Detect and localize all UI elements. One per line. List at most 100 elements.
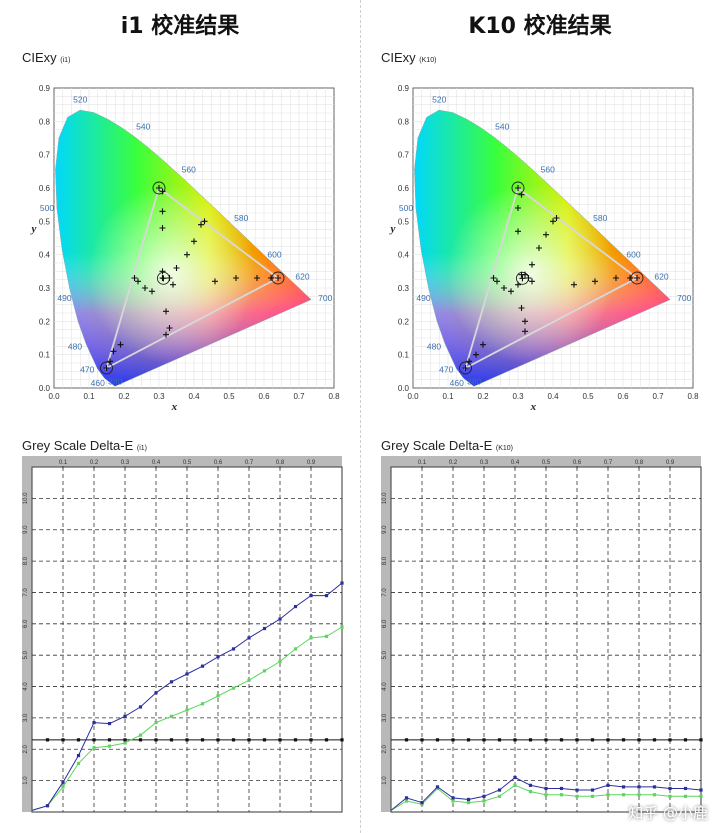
series-point-blue bbox=[92, 721, 96, 725]
y-tick-label: 0.9 bbox=[398, 84, 410, 93]
series-point-black bbox=[637, 738, 641, 742]
x-tick-label: 0.7 bbox=[293, 392, 305, 401]
series-point-blue bbox=[528, 783, 533, 787]
series-point-black bbox=[699, 738, 703, 742]
measurement-point bbox=[149, 288, 155, 295]
measurement-point bbox=[107, 358, 113, 365]
y-tick-label: 10.0 bbox=[382, 492, 388, 504]
wavelength-label: 560 bbox=[182, 165, 196, 175]
measurement-point bbox=[634, 275, 640, 281]
measurement-point bbox=[508, 288, 514, 295]
y-tick-label: 0.2 bbox=[398, 317, 410, 326]
wavelength-label: 520 bbox=[73, 95, 87, 105]
series-point-green bbox=[293, 647, 298, 651]
measurement-point bbox=[184, 251, 190, 258]
y-tick-label: 4.0 bbox=[382, 682, 388, 691]
y-tick-label: 6.0 bbox=[23, 619, 29, 628]
x-tick-label: 0.6 bbox=[214, 460, 223, 466]
series-point-blue bbox=[293, 604, 298, 609]
measurement-point bbox=[529, 278, 535, 285]
y-tick-label: 8.0 bbox=[382, 556, 388, 565]
series-point-blue bbox=[138, 705, 143, 709]
series-point-black bbox=[123, 738, 127, 742]
measurement-point bbox=[159, 188, 166, 195]
series-point-green bbox=[683, 794, 688, 798]
measurement-point bbox=[163, 308, 169, 315]
x-tick-label: 0.2 bbox=[477, 392, 489, 401]
measurement-point bbox=[543, 231, 549, 238]
measurement-point bbox=[522, 271, 528, 278]
x-tick-label: 0.6 bbox=[573, 460, 582, 466]
series-point-black bbox=[340, 738, 344, 742]
measurement-point bbox=[490, 275, 497, 281]
series-point-black bbox=[435, 738, 440, 742]
series-point-blue bbox=[340, 581, 344, 585]
series-point-green bbox=[513, 783, 517, 787]
series-point-green bbox=[169, 714, 174, 718]
series-point-black bbox=[590, 738, 595, 742]
series-point-blue bbox=[544, 786, 548, 791]
measurement-point bbox=[553, 215, 560, 221]
measurement-point bbox=[191, 238, 197, 245]
x-tick-label: 0.0 bbox=[48, 392, 60, 401]
series-point-black bbox=[420, 738, 424, 742]
y-tick-label: 0.7 bbox=[39, 151, 51, 160]
series-point-green bbox=[575, 794, 579, 798]
measurement-point bbox=[522, 328, 528, 335]
x-tick-label: 0.1 bbox=[83, 392, 95, 401]
measurement-point bbox=[110, 348, 117, 355]
series-point-blue bbox=[247, 636, 251, 640]
measurement-point bbox=[571, 281, 577, 288]
spectral-locus-edge bbox=[414, 109, 671, 387]
series-point-black bbox=[668, 738, 672, 742]
series-point-black bbox=[621, 738, 626, 742]
title-i1: i1 校准结果 bbox=[120, 14, 240, 39]
series-point-blue bbox=[451, 796, 455, 800]
wavelength-label: 470 bbox=[80, 365, 94, 375]
series-point-blue bbox=[606, 783, 610, 787]
y-tick-label: 4.0 bbox=[23, 682, 29, 691]
series-point-blue bbox=[278, 617, 282, 621]
grey-chart-k10: 0.1 0.2 0.3 0.4 0.5 0.6 0.7 0.8 0.9 1.0 2.0 3.0 4.0 5… bbox=[381, 456, 703, 813]
y-tick-label: 2.0 bbox=[23, 744, 29, 753]
series-point-black bbox=[92, 738, 96, 742]
series-point-green bbox=[231, 686, 236, 690]
y-tick-label: 0.4 bbox=[39, 251, 51, 260]
series-point-green bbox=[699, 794, 703, 798]
y-tick-label: 3.0 bbox=[382, 713, 388, 722]
y-tick-label: 0.8 bbox=[39, 117, 51, 126]
series-point-blue bbox=[169, 680, 174, 684]
series-point-black bbox=[61, 738, 65, 742]
series-point-green bbox=[497, 794, 502, 798]
measurement-point bbox=[515, 228, 521, 235]
series-point-blue bbox=[497, 788, 502, 792]
wavelength-label: 700 bbox=[318, 293, 332, 303]
measurement-point bbox=[254, 275, 260, 281]
series-point-black bbox=[451, 738, 455, 742]
x-tick-label: 0.2 bbox=[118, 392, 130, 401]
series-point-blue bbox=[76, 753, 81, 758]
measurement-point bbox=[473, 351, 479, 358]
series-point-black bbox=[652, 738, 657, 742]
wavelength-label: 600 bbox=[267, 250, 281, 260]
series-point-blue bbox=[482, 794, 486, 798]
series-point-blue bbox=[590, 788, 595, 792]
measurement-point bbox=[627, 275, 633, 281]
measurement-point bbox=[550, 218, 556, 225]
series-point-green bbox=[652, 793, 657, 797]
y-tick-label: 0.0 bbox=[39, 384, 51, 393]
x-tick-label: 0.5 bbox=[183, 460, 192, 466]
measurement-point bbox=[518, 191, 525, 198]
y-tick-label: 0.9 bbox=[39, 84, 51, 93]
series-point-green bbox=[621, 793, 626, 797]
measurement-point bbox=[515, 185, 521, 191]
series-point-green bbox=[309, 636, 313, 640]
series-point-green bbox=[154, 721, 158, 725]
series-point-green bbox=[482, 799, 486, 803]
target-circle bbox=[459, 361, 472, 375]
y-tick-label: 0.0 bbox=[398, 384, 410, 393]
measurement-point bbox=[166, 325, 173, 331]
y-tick-label: 9.0 bbox=[23, 525, 29, 534]
x-tick-label: 0.3 bbox=[153, 392, 165, 401]
y-tick-label: 0.2 bbox=[39, 317, 51, 326]
